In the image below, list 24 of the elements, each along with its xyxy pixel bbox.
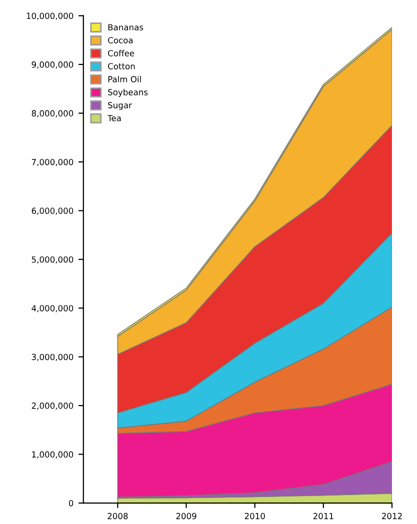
y-tick-label: 8,000,000 [32,110,74,118]
y-tick-label: 4,000,000 [32,305,74,312]
y-tick-label: 9,000,000 [32,61,74,69]
x-tick-label: 2012 [382,512,402,520]
legend-label: Cotton [108,63,135,70]
y-tick-label: 10,000,000 [26,12,74,20]
legend-label: Cocoa [108,37,133,44]
legend-label: Tea [108,115,121,122]
y-tick-label: 3,000,000 [32,354,74,361]
legend-label: Sugar [108,102,132,110]
y-tick-label: 1,000,000 [32,451,74,458]
y-tick-label: 7,000,000 [32,158,74,166]
legend-label: Soybeans [108,88,148,97]
legend-label: Coffee [108,50,134,56]
legend-label: Bananas [108,24,144,30]
x-tick-label: 2010 [244,512,265,520]
y-tick-label: 0 [68,500,74,506]
x-tick-label: 2008 [108,512,128,520]
x-tick-label: 2009 [176,512,196,520]
y-tick-label: 5,000,000 [32,256,74,264]
legend-label: Palm Oil [108,76,141,82]
y-tick-label: 6,000,000 [32,208,74,215]
x-tick-label: 2011 [313,512,334,520]
y-tick-label: 2,000,000 [32,402,74,410]
